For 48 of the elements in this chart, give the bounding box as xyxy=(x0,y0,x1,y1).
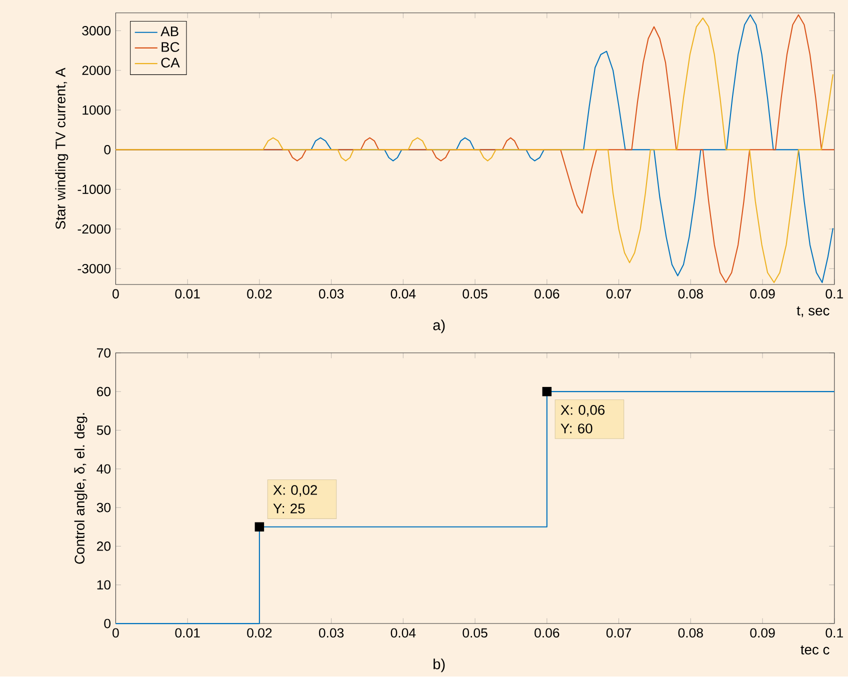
x-axis-title: t, sec xyxy=(796,306,830,318)
legend-label: AB xyxy=(160,26,178,36)
x-axis-title: tec c xyxy=(800,646,830,655)
x-tick-label: 0.01 xyxy=(175,289,200,299)
x-tick-label: 0.06 xyxy=(534,289,560,299)
y-tick-label: 2000 xyxy=(82,66,111,76)
x-tick-label: 0.09 xyxy=(750,628,775,638)
y-tick-label: -1000 xyxy=(78,184,111,194)
y-tick-label: 0 xyxy=(104,145,111,155)
x-tick-label: 0.06 xyxy=(534,628,560,638)
x-tick-label: 0 xyxy=(112,628,119,638)
x-tick-label: 0.03 xyxy=(318,289,344,299)
x-tick-label: 0 xyxy=(112,289,119,299)
x-tick-label: 0.04 xyxy=(390,628,416,638)
y-tick-label: -2000 xyxy=(78,224,111,234)
annotation: X: 0,02 Y: 25 xyxy=(273,485,317,514)
annotation: X: 0,06 Y: 60 xyxy=(560,405,605,434)
x-tick-label: 0.07 xyxy=(606,289,631,299)
y-tick-label: 70 xyxy=(97,348,111,358)
x-tick-label: 0.02 xyxy=(247,289,272,299)
x-tick-label: 0.05 xyxy=(462,628,488,638)
y-tick-label: 3000 xyxy=(82,26,111,36)
text: b) xyxy=(434,658,445,672)
y-tick-label: 10 xyxy=(97,580,111,590)
x-tick-label: 0.07 xyxy=(606,628,631,638)
x-tick-label: 0.1 xyxy=(826,628,843,638)
x-tick-label: 0.05 xyxy=(462,289,488,299)
y-tick-label: -3000 xyxy=(78,264,111,274)
x-tick-label: 0.01 xyxy=(175,628,200,638)
y-axis-title: Control angle, δ, el. deg. xyxy=(74,413,88,564)
y-tick-label: 30 xyxy=(96,503,111,512)
legend-label: CA xyxy=(161,58,180,68)
y-tick-label: 60 xyxy=(96,387,111,396)
x-tick-label: 0.03 xyxy=(318,628,344,638)
y-tick-label: 50 xyxy=(96,426,111,436)
y-axis-title: Star winding TV current, A xyxy=(55,68,68,230)
y-tick-label: 40 xyxy=(96,464,111,474)
x-tick-label: 0.1 xyxy=(826,289,843,299)
x-tick-label: 0.08 xyxy=(678,628,703,638)
y-tick-label: 20 xyxy=(96,542,111,552)
x-tick-label: 0.04 xyxy=(390,289,416,299)
y-tick-label: 1000 xyxy=(82,106,111,115)
x-tick-label: 0.02 xyxy=(247,628,272,638)
y-tick-label: 0 xyxy=(104,619,111,628)
legend-label: BC xyxy=(162,42,180,52)
x-tick-label: 0.08 xyxy=(678,289,703,299)
text: a) xyxy=(433,320,445,334)
x-tick-label: 0.09 xyxy=(750,289,775,299)
